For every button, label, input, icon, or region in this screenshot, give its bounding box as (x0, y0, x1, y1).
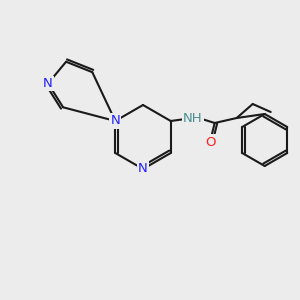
Text: N: N (110, 115, 120, 128)
Text: O: O (206, 136, 216, 148)
Text: N: N (138, 163, 148, 176)
Text: N: N (43, 77, 53, 90)
Text: NH: NH (183, 112, 203, 124)
